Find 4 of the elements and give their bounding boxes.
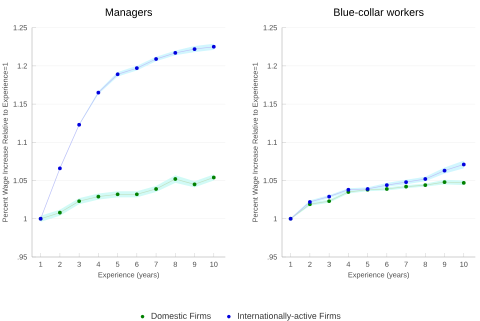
- chart-title: Managers: [106, 8, 152, 18]
- legend-label: Internationally-active Firms: [238, 312, 340, 321]
- chart-title: Blue-collar workers: [334, 8, 424, 16]
- legend-label: Domestic Firms: [152, 312, 211, 319]
